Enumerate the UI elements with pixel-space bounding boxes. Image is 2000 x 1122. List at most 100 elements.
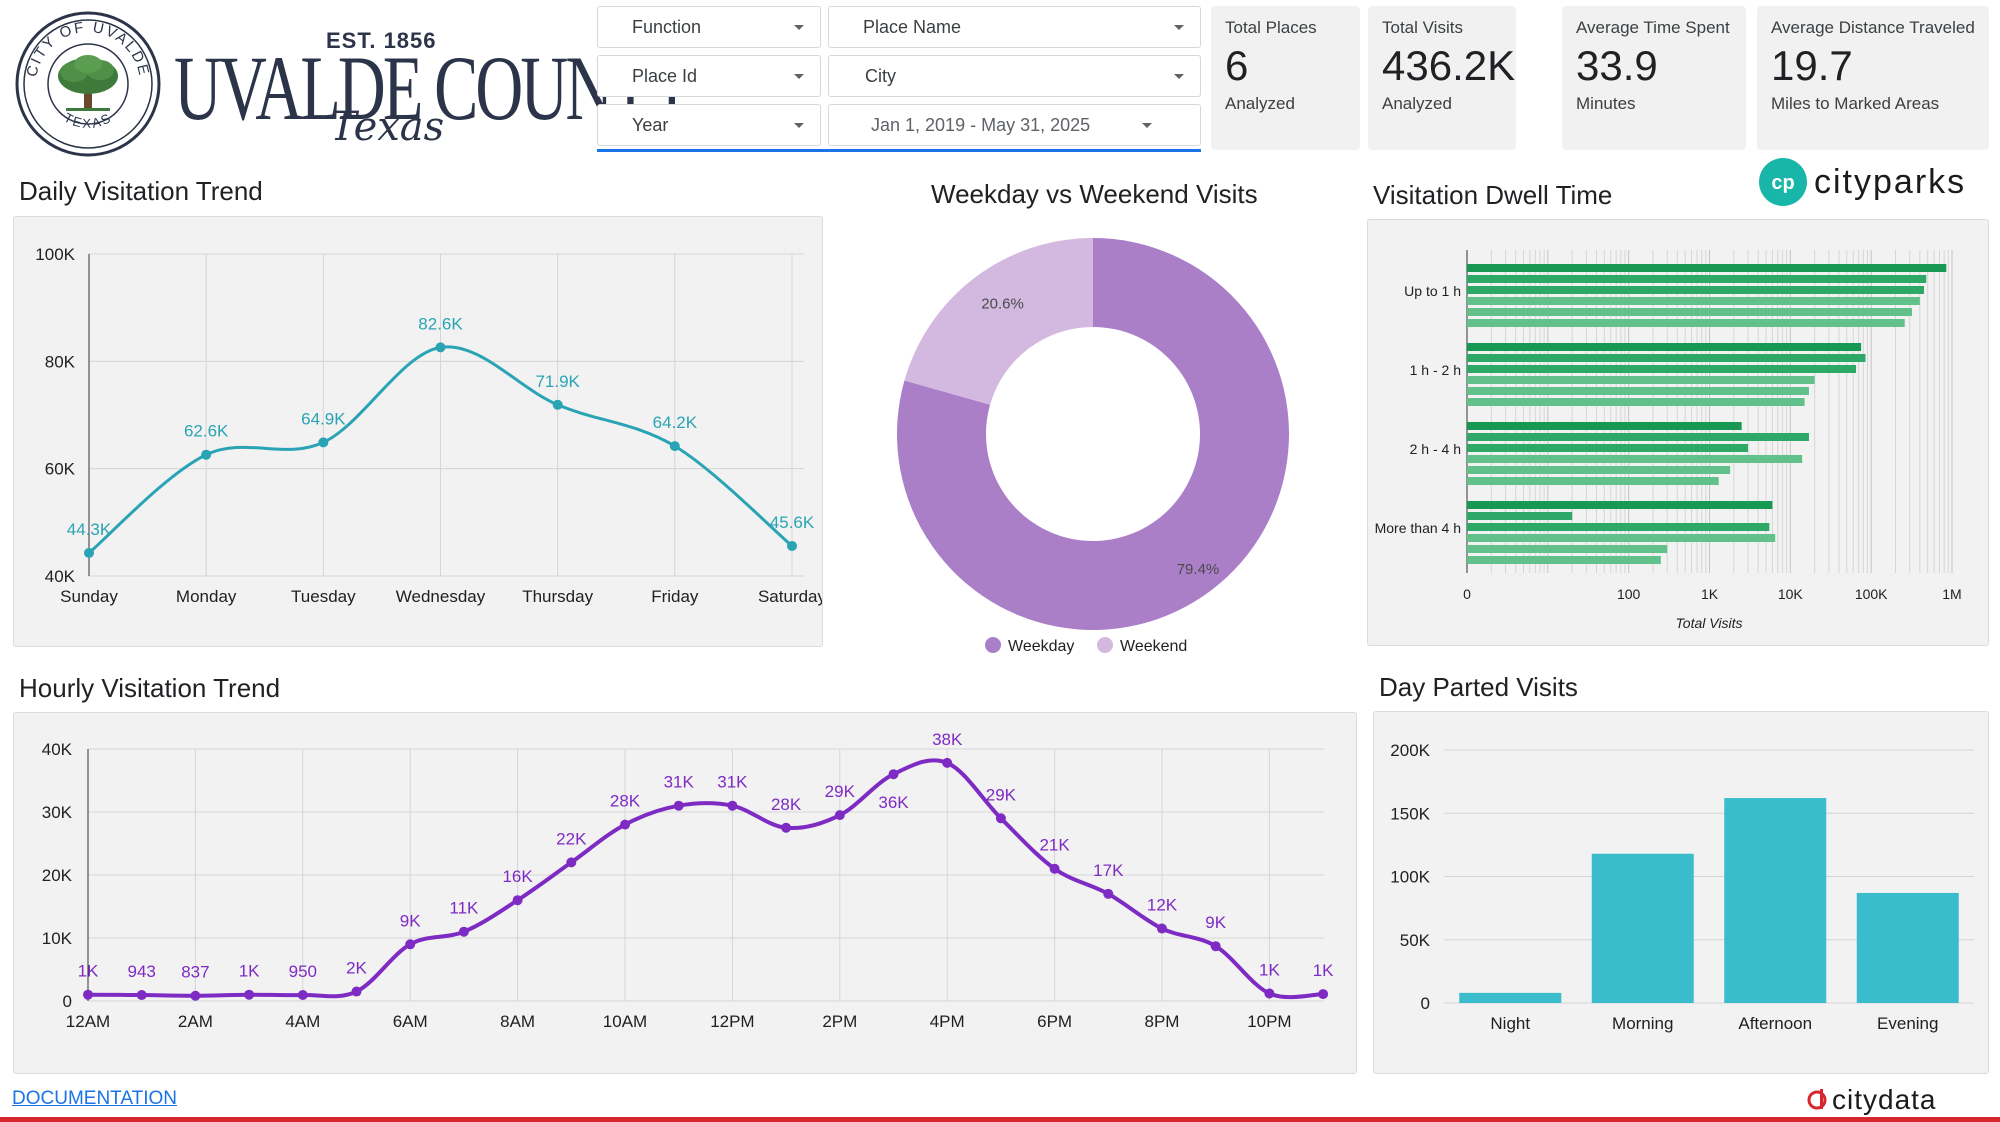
cityparks-logo: cp cityparks xyxy=(1758,156,1992,208)
year-filter-label: Year xyxy=(632,114,669,135)
dwell-time-chart: 0 100 1K 10K 100K 1M Total Visits Up to 1 h 1 h … xyxy=(1375,250,1962,631)
place-name-filter[interactable]: Place Name xyxy=(828,6,1201,48)
data-label: 62.6K xyxy=(184,422,229,441)
y-tick-label: 50K xyxy=(1400,931,1431,950)
data-label: 29K xyxy=(825,782,856,801)
data-label: 837 xyxy=(181,963,209,982)
hourly-series-line xyxy=(87,758,1324,1000)
x-tick-label: 0 xyxy=(1463,586,1471,602)
weekpart-donut-chart: 79.4% 20.6% Weekday Weekend xyxy=(897,238,1289,655)
x-tick-label: 4PM xyxy=(930,1012,965,1031)
kpi-subtitle: Analyzed xyxy=(1225,94,1295,113)
y-tick-label: 100K xyxy=(35,245,75,264)
kpi-average-distance-traveled: Average Distance Traveled 19.7 Miles to … xyxy=(1757,6,1989,150)
svg-text:TEXAS: TEXAS xyxy=(62,110,115,131)
filter-underline xyxy=(597,149,1201,152)
x-tick-label: Monday xyxy=(176,587,237,606)
kpi-value: 6 xyxy=(1225,42,1249,89)
data-label: 28K xyxy=(610,792,641,811)
cityparks-mark-text: cp xyxy=(1771,172,1794,194)
data-point xyxy=(435,342,446,353)
place-id-filter[interactable]: Place Id xyxy=(597,55,821,97)
daypart-bar xyxy=(1724,798,1827,1003)
year-filter[interactable]: Year xyxy=(597,104,821,146)
y-tick-label: 40K xyxy=(45,567,76,586)
x-tick-label: 6PM xyxy=(1037,1012,1072,1031)
daily-trend-title: Daily Visitation Trend xyxy=(19,176,263,206)
hourly-trend-panel: 0 10K 20K 30K 40K 12AM 2AM 4AM 6AM 8AM 10AM 12PM 2PM… xyxy=(13,712,1357,1074)
donut-slice-weekend xyxy=(904,238,1093,405)
data-point xyxy=(781,822,792,833)
kpi-value: 436.2K xyxy=(1382,42,1516,89)
x-tick-label: Wednesday xyxy=(396,587,486,606)
documentation-link[interactable]: DOCUMENTATION xyxy=(12,1088,178,1109)
function-filter[interactable]: Function xyxy=(597,6,821,48)
data-label: 1K xyxy=(239,962,260,981)
kpi-subtitle: Analyzed xyxy=(1382,94,1452,113)
x-tick-label: 100K xyxy=(1855,586,1888,602)
dwell-bar xyxy=(1467,556,1661,564)
x-tick-label: 8AM xyxy=(500,1012,535,1031)
data-label: 1K xyxy=(1259,960,1280,979)
county-logo: CITY OF UVALDE TEXAS EST. 1856 UVALDE CO… xyxy=(10,6,696,157)
dwell-bar xyxy=(1467,398,1805,406)
date-range-picker[interactable]: Jan 1, 2019 - May 31, 2025 xyxy=(828,104,1201,146)
date-range-label: Jan 1, 2019 - May 31, 2025 xyxy=(871,114,1091,135)
data-label: 28K xyxy=(771,795,802,814)
kpi-value: 19.7 xyxy=(1771,42,1853,89)
x-tick-label: 10K xyxy=(1778,586,1804,602)
dwell-bar xyxy=(1467,297,1920,305)
y-tick-label: 40K xyxy=(42,740,73,759)
data-label: 22K xyxy=(556,829,587,848)
y-tick-label: 100K xyxy=(1390,868,1430,887)
data-label: 16K xyxy=(502,867,533,886)
x-tick-label: 4AM xyxy=(285,1012,320,1031)
kpi-title: Average Distance Traveled xyxy=(1771,18,1975,37)
chevron-down-icon xyxy=(794,122,804,128)
established-year: EST. 1856 xyxy=(326,28,437,53)
y-tick-label: 60K xyxy=(45,460,76,479)
dwell-bar xyxy=(1467,354,1866,362)
dwell-bar xyxy=(1467,433,1809,441)
data-point xyxy=(566,857,577,868)
dwell-time-panel: 0 100 1K 10K 100K 1M Total Visits Up to 1 h 1 h … xyxy=(1367,219,1989,646)
data-label: 38K xyxy=(932,730,963,749)
data-point xyxy=(834,810,845,821)
data-point xyxy=(405,939,416,950)
data-point xyxy=(552,399,563,410)
city-filter[interactable]: City xyxy=(828,55,1201,97)
chevron-down-icon xyxy=(1174,24,1184,30)
x-tick-label: 100 xyxy=(1617,586,1641,602)
dwell-bar xyxy=(1467,545,1668,553)
data-point xyxy=(1264,988,1275,999)
dwell-bar xyxy=(1467,501,1773,509)
data-point xyxy=(458,926,469,937)
data-point xyxy=(1318,989,1329,1000)
x-tick-label: Tuesday xyxy=(291,587,356,606)
slice-label: 20.6% xyxy=(981,295,1024,312)
seal-bottom-text: TEXAS xyxy=(62,110,113,131)
x-tick-label: Morning xyxy=(1612,1014,1673,1033)
dwell-bar xyxy=(1467,387,1809,395)
citydata-logo: citydata xyxy=(1806,1083,1937,1117)
x-tick-label: 10PM xyxy=(1247,1012,1291,1031)
dwell-bar xyxy=(1467,275,1927,283)
daypart-bar xyxy=(1459,992,1562,1003)
x-tick-label: Sunday xyxy=(60,587,118,606)
data-label: 64.2K xyxy=(653,413,698,432)
data-label: 2K xyxy=(346,959,367,978)
x-tick-label: 12PM xyxy=(710,1012,754,1031)
data-point xyxy=(190,990,201,1001)
daypart-bar xyxy=(1591,853,1694,1003)
kpi-total-visits: Total Visits 436.2K Analyzed xyxy=(1368,6,1516,150)
data-point xyxy=(620,819,630,830)
data-point xyxy=(351,986,362,997)
chevron-down-icon xyxy=(1174,73,1184,79)
category-label: More than 4 h xyxy=(1375,520,1461,536)
category-label: 1 h - 2 h xyxy=(1410,362,1461,378)
y-tick-label: 30K xyxy=(42,803,73,822)
daily-trend-panel: 40K 60K 80K 100K Sunday Monday Tuesday Wednesda… xyxy=(13,216,827,647)
dwell-time-title: Visitation Dwell Time xyxy=(1373,180,1613,210)
data-point xyxy=(673,800,684,811)
dwell-bar xyxy=(1467,264,1947,272)
